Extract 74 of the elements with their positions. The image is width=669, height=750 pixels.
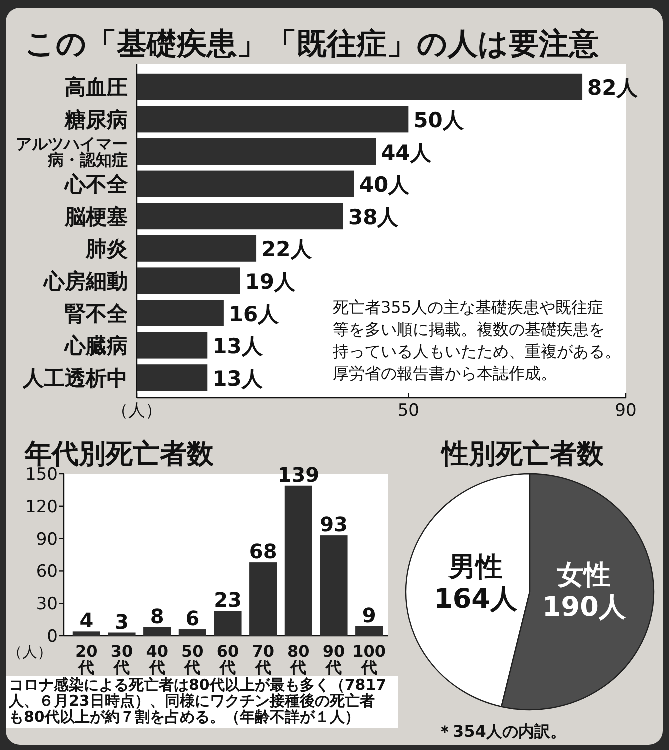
- bar: [137, 74, 583, 100]
- bar: [137, 364, 208, 392]
- data-label: 22人: [262, 238, 313, 262]
- x-tick-label: 50代: [182, 642, 204, 677]
- y-tick-label: 心不全: [64, 172, 129, 197]
- y-tick-label: 脳梗塞: [64, 204, 128, 229]
- data-label: 19人: [245, 270, 296, 294]
- bar: [137, 106, 409, 133]
- data-label: 40人: [359, 173, 411, 198]
- bar: [250, 562, 278, 636]
- x-tick-label: 60代: [216, 642, 240, 677]
- bar: [356, 626, 384, 636]
- data-label: 82人: [588, 76, 639, 100]
- y-tick-label: アルツハイマー病・認知症: [16, 134, 128, 170]
- y-tick-label: 心房細動: [43, 270, 128, 294]
- bar: [284, 486, 312, 636]
- slice-label: 男性: [448, 552, 503, 583]
- y-tick-label: 心臓病: [64, 334, 128, 358]
- text: コロナ感染による死亡者は80代以上が最も多く（7817人、６月23日時点）、同様にワクチン接種後の死亡者も80代以上が約７割を占める。（年齢不詳が１人）: [8, 676, 387, 726]
- data-label: 164人: [434, 584, 518, 615]
- x-tick-label: 80代: [288, 642, 310, 677]
- data-label: 16人: [228, 302, 280, 326]
- bar: [320, 536, 348, 636]
- x-tick-label: 100代: [352, 642, 386, 677]
- y-tick-label: 高血圧: [65, 76, 128, 100]
- x-tick-label: 50: [398, 401, 420, 421]
- data-label: 93: [320, 512, 348, 537]
- text: ＊354人の内訳。: [437, 722, 566, 741]
- bar: [137, 235, 257, 262]
- data-label: 38人: [348, 205, 400, 230]
- bar: [144, 627, 172, 636]
- data-label: 50人: [414, 108, 465, 132]
- bar: [137, 203, 344, 230]
- y-tick-label: 30: [36, 594, 58, 615]
- data-label: 3: [115, 610, 129, 634]
- x-tick-label: （人）: [112, 401, 162, 421]
- bar: [137, 268, 240, 294]
- data-label: 190人: [542, 592, 627, 624]
- bar: [72, 632, 100, 636]
- chart-title: この「基礎疾患」「既往症」の人は要注意: [25, 27, 600, 62]
- bar: [178, 630, 206, 636]
- data-label: 9: [362, 603, 376, 628]
- x-tick-label: 90: [615, 401, 637, 421]
- annotation: 死亡者355人の主な基礎疾患や既往症等を多い順に掲載。複数の基礎疾患を持っている人もいたため、重複がある。厚労省の報告書から本誌作成。: [333, 298, 621, 383]
- x-tick-label: 20代: [76, 642, 98, 677]
- data-label: 13人: [212, 334, 264, 359]
- x-tick-label: 40代: [146, 642, 168, 677]
- bar: [137, 170, 354, 198]
- slice-label: 女性: [556, 560, 612, 592]
- x-tick-label: 30代: [110, 642, 134, 677]
- y-tick-label: 60: [36, 562, 58, 582]
- data-label: 139: [278, 462, 320, 487]
- chart-title: 性別死亡者数: [440, 439, 605, 470]
- bar: [214, 611, 242, 636]
- y-tick-label: 0: [47, 627, 58, 647]
- data-label: 8: [150, 604, 164, 628]
- y-tick-label: 人工透析中: [22, 366, 128, 390]
- y-tick-label: 120: [26, 497, 58, 518]
- bar: [108, 632, 136, 636]
- y-tick-label: 肺炎: [85, 237, 128, 262]
- y-tick-label: 腎不全: [65, 302, 129, 326]
- y-tick-label: 糖尿病: [64, 108, 128, 132]
- data-label: 13人: [212, 366, 264, 391]
- y-tick-label: 90: [36, 530, 58, 550]
- data-label: 23: [214, 588, 242, 612]
- bar: [137, 138, 376, 165]
- data-label: 68: [249, 540, 278, 564]
- x-tick-label: 70代: [252, 642, 274, 677]
- bar: [137, 332, 208, 359]
- data-label: 4: [80, 608, 94, 633]
- data-label: 6: [186, 606, 200, 631]
- bar: [137, 300, 224, 326]
- data-label: 44人: [381, 140, 432, 165]
- x-tick-label: 90代: [322, 642, 346, 677]
